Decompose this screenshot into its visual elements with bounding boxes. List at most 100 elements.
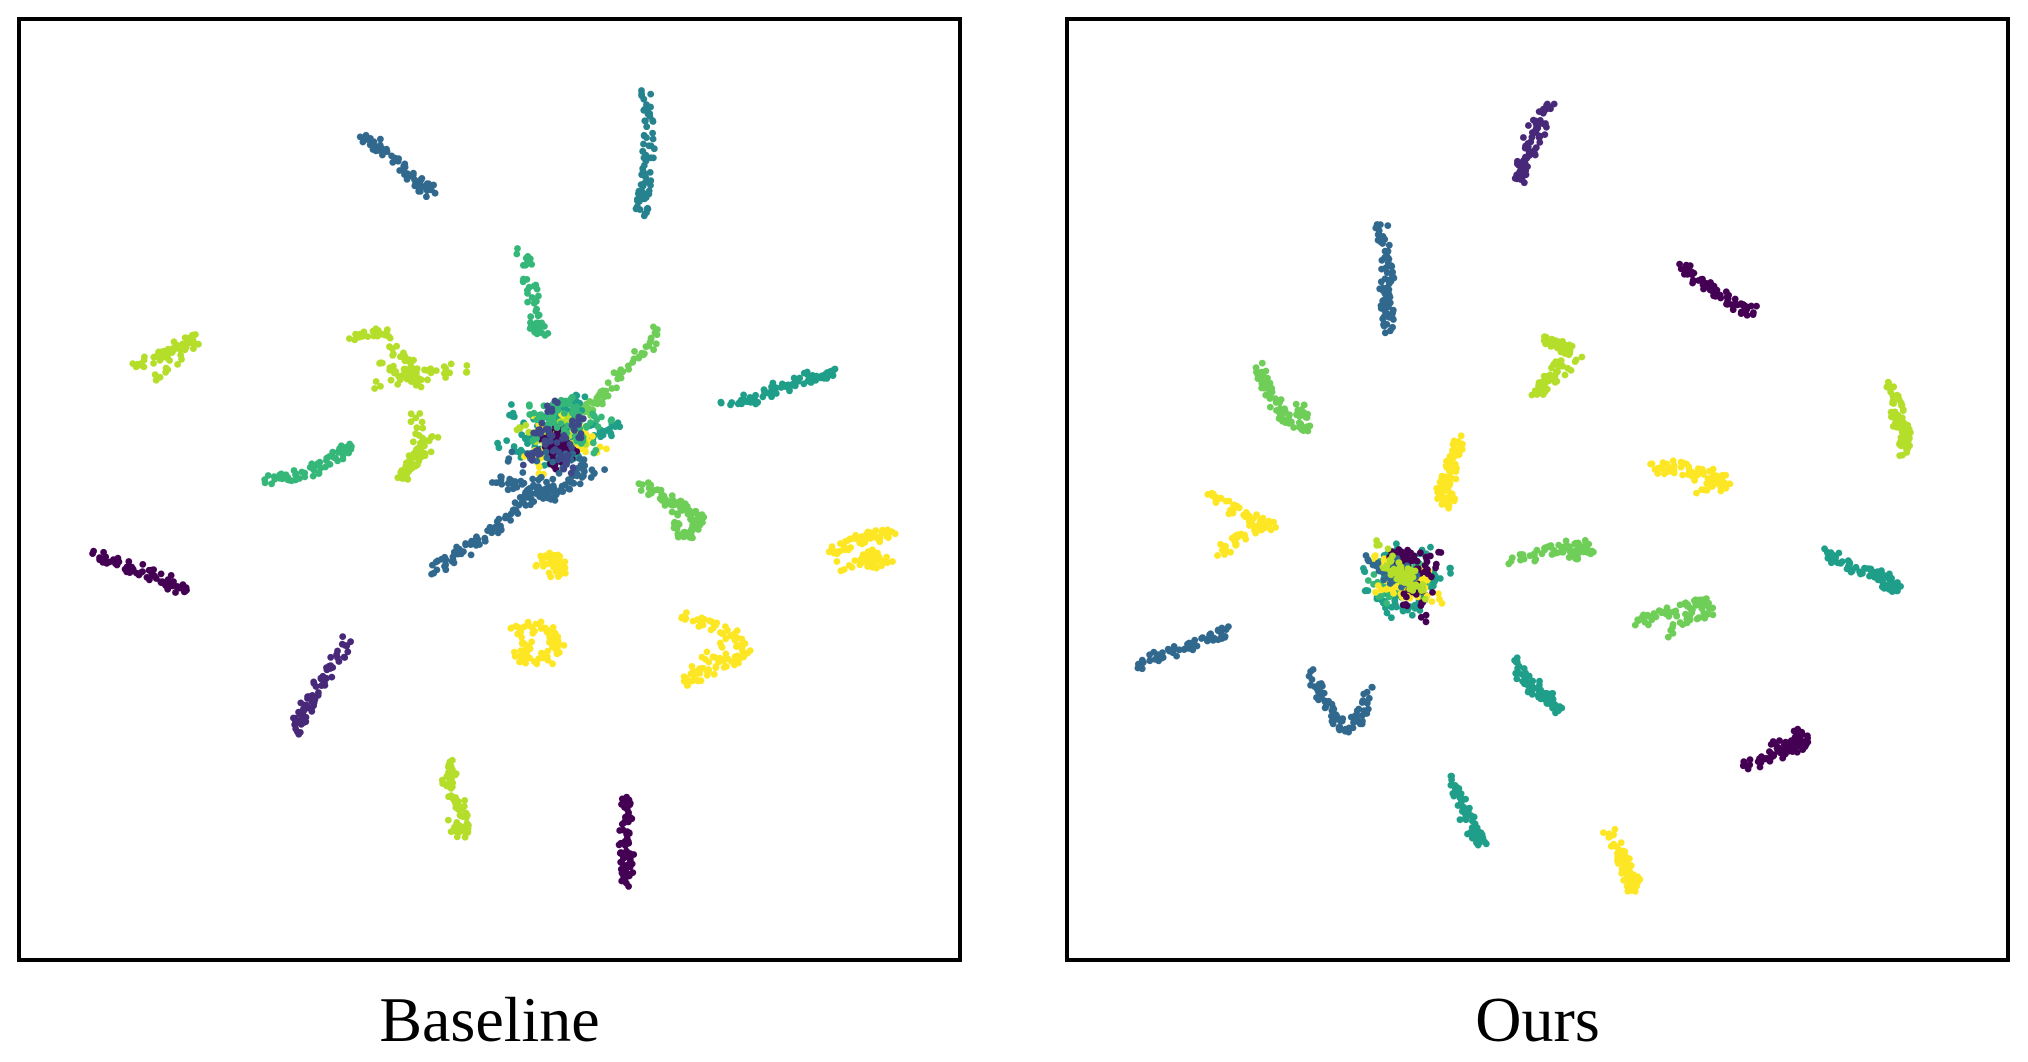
scatter-point	[89, 550, 96, 557]
scatter-point	[563, 400, 571, 407]
scatter-point	[1378, 265, 1385, 273]
scatter-point	[1837, 560, 1845, 567]
point-cluster	[532, 549, 569, 581]
scatter-point	[421, 442, 428, 450]
scatter-point	[593, 416, 601, 424]
scatter-point	[1319, 682, 1326, 690]
scatter-point	[1390, 566, 1398, 574]
scatter-point	[1221, 550, 1229, 557]
scatter-point	[444, 816, 452, 824]
scatter-point	[344, 648, 352, 656]
scatter-point	[1566, 543, 1573, 551]
scatter-point	[1555, 707, 1562, 715]
scatter-point	[535, 311, 543, 319]
scatter-point	[1747, 302, 1755, 310]
scatter-point	[518, 639, 526, 646]
scatter-point	[1776, 737, 1783, 744]
scatter-point	[418, 418, 426, 426]
scatter-point	[694, 677, 702, 685]
scatter-point	[535, 411, 543, 419]
scatter-point	[1689, 606, 1696, 613]
scatter-point	[616, 827, 624, 834]
scatter-point	[1781, 745, 1789, 752]
scatter-point	[794, 377, 802, 385]
point-cluster	[261, 440, 355, 488]
scatter-point	[1547, 105, 1554, 113]
scatter-point	[174, 361, 182, 368]
scatter-point	[607, 417, 615, 425]
scatter-point	[530, 449, 538, 457]
scatter-point	[542, 448, 550, 456]
scatter-point	[715, 658, 723, 666]
scatter-point	[594, 423, 602, 431]
scatter-point	[703, 648, 711, 656]
scatter-point	[176, 346, 184, 354]
scatter-point	[1445, 501, 1453, 509]
scatter-point	[1532, 129, 1540, 136]
scatter-point	[553, 424, 561, 431]
scatter-point	[526, 255, 534, 263]
scatter-point	[556, 553, 564, 560]
scatter-point	[1513, 675, 1521, 683]
scatter-point	[1737, 310, 1745, 317]
scatter-point	[1709, 465, 1717, 473]
point-cluster	[290, 633, 354, 738]
scatter-point	[1547, 342, 1555, 350]
scatter-point	[1441, 476, 1449, 484]
scatter-point	[511, 648, 518, 656]
scatter-point	[1138, 656, 1146, 664]
scatter-point	[524, 298, 531, 306]
scatter-point	[443, 781, 450, 788]
scatter-point	[532, 562, 540, 570]
scatter-point	[641, 210, 649, 218]
scatter-point	[550, 556, 558, 563]
scatter-point	[157, 570, 165, 578]
scatter-point	[1364, 587, 1372, 595]
scatter-point	[607, 429, 615, 437]
scatter-point	[1388, 263, 1396, 270]
scatter-point	[545, 490, 552, 498]
scatter-point	[754, 398, 762, 406]
scatter-point	[681, 528, 689, 536]
scatter-point	[699, 621, 707, 629]
scatter-point	[1700, 609, 1708, 617]
scatter-point	[1389, 552, 1396, 560]
scatter-point	[1774, 747, 1781, 755]
scatter-point	[463, 362, 471, 369]
scatter-point	[387, 376, 395, 384]
scatter-point	[459, 805, 466, 812]
scatter-point	[1359, 717, 1366, 725]
scatter-point	[517, 653, 525, 661]
scatter-point	[1404, 575, 1412, 583]
scatter-point	[431, 189, 439, 197]
scatter-point	[334, 654, 341, 662]
scatter-point	[738, 654, 746, 661]
scatter-point	[1541, 388, 1549, 396]
scatter-point	[803, 368, 811, 376]
scatter-point	[1679, 471, 1686, 479]
scatter-point	[364, 333, 372, 340]
scatter-point	[569, 464, 577, 472]
scatter-point	[1214, 552, 1221, 559]
scatter-point	[1865, 565, 1873, 573]
scatter-point	[1538, 550, 1546, 558]
scatter-point	[1408, 611, 1416, 619]
scatter-point	[649, 118, 657, 125]
scatter-point	[1288, 418, 1295, 426]
scatter-point	[1515, 662, 1523, 670]
scatter-point	[1829, 551, 1837, 559]
scatter-point	[1567, 367, 1575, 374]
scatter-point	[538, 419, 546, 427]
scatter-point	[1447, 564, 1454, 572]
scatter-point	[514, 245, 521, 252]
scatter-point	[1715, 480, 1723, 488]
scatter-point	[1447, 570, 1454, 577]
scatter-point	[412, 380, 420, 387]
scatter-point	[555, 469, 563, 477]
scatter-point	[1701, 599, 1708, 607]
scatter-point	[511, 499, 519, 507]
scatter-point	[645, 342, 653, 350]
scatter-point	[1450, 792, 1458, 800]
scatter-point	[710, 670, 718, 678]
scatter-point	[718, 643, 725, 650]
